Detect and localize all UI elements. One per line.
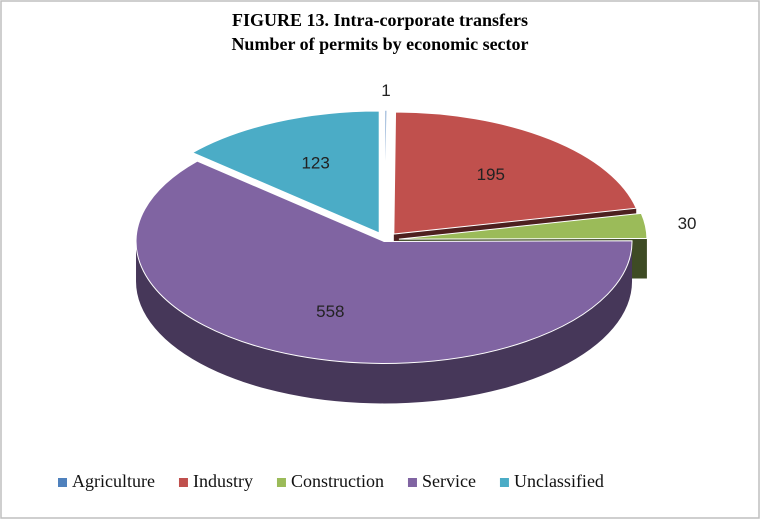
legend-swatch [499, 478, 509, 487]
slice-side [136, 241, 633, 404]
slice [384, 109, 388, 233]
slice [398, 212, 648, 240]
slice [393, 111, 637, 235]
slice [135, 160, 633, 364]
legend-label: Industry [193, 471, 253, 491]
data-label: 30 [678, 214, 697, 233]
chart-subtitle: Number of permits by economic sector [231, 34, 528, 54]
data-label: 558 [316, 302, 344, 321]
legend-swatch [58, 478, 67, 487]
legend-label: Agriculture [72, 471, 155, 491]
data-label: 195 [477, 165, 505, 184]
legend-swatch [407, 478, 417, 487]
data-label: 1 [381, 81, 390, 100]
slice [191, 110, 380, 234]
legend-label: Unclassified [514, 471, 604, 491]
legend-label: Service [422, 471, 476, 491]
legend-swatch [178, 478, 188, 487]
legend-swatch [276, 478, 286, 487]
chart-title: FIGURE 13. Intra-corporate transfers [232, 10, 528, 30]
legend-label: Construction [291, 471, 384, 491]
data-label: 123 [301, 154, 329, 173]
